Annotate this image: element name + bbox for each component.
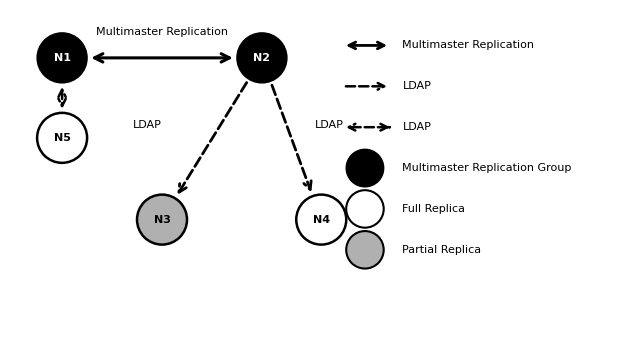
Ellipse shape <box>346 190 384 228</box>
Ellipse shape <box>296 195 346 245</box>
Text: Full Replica: Full Replica <box>403 204 466 214</box>
Ellipse shape <box>37 113 87 163</box>
Ellipse shape <box>237 33 287 83</box>
Text: LDAP: LDAP <box>403 81 432 91</box>
Text: N2: N2 <box>253 53 270 63</box>
Text: N5: N5 <box>54 133 71 143</box>
Text: Partial Replica: Partial Replica <box>403 245 481 255</box>
Ellipse shape <box>37 33 87 83</box>
Ellipse shape <box>346 149 384 187</box>
Text: N4: N4 <box>312 214 330 225</box>
Text: Multimaster Replication: Multimaster Replication <box>96 27 228 36</box>
Ellipse shape <box>137 195 187 245</box>
Text: Multimaster Replication Group: Multimaster Replication Group <box>403 163 572 173</box>
Text: N3: N3 <box>154 214 171 225</box>
Text: LDAP: LDAP <box>133 121 162 130</box>
Text: N1: N1 <box>54 53 71 63</box>
Text: LDAP: LDAP <box>315 121 344 130</box>
Ellipse shape <box>346 231 384 269</box>
Text: Multimaster Replication: Multimaster Replication <box>403 40 534 51</box>
Text: LDAP: LDAP <box>403 122 432 132</box>
